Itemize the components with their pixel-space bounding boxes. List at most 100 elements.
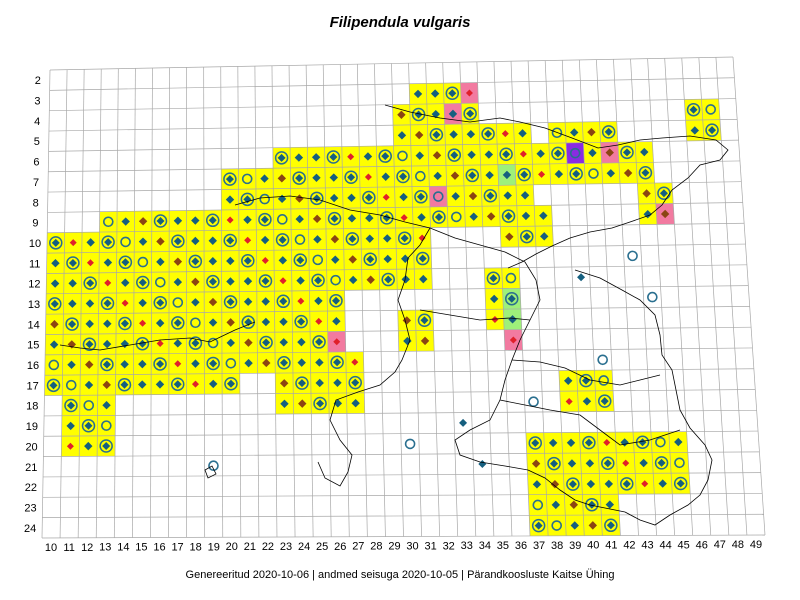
filled-diamond-icon <box>577 273 586 282</box>
filled-diamond-icon <box>315 317 323 325</box>
filled-diamond-icon <box>315 378 324 388</box>
hollow-circle-icon <box>83 400 95 411</box>
filled-diamond-icon <box>413 89 423 99</box>
grid-line <box>254 66 260 538</box>
filled-diamond-icon <box>312 214 322 224</box>
filled-diamond-icon <box>641 480 649 488</box>
diamond-in-circle-icon <box>223 172 237 186</box>
filled-diamond-icon <box>262 358 271 368</box>
filled-diamond-icon <box>690 126 700 135</box>
row-label: 21 <box>25 462 37 474</box>
diamond-in-circle-icon <box>414 190 428 204</box>
column-label: 47 <box>714 539 726 551</box>
filled-diamond-icon <box>209 379 218 389</box>
grid-line <box>476 61 495 537</box>
filled-diamond-icon <box>468 191 478 201</box>
row-label: 15 <box>27 340 39 352</box>
column-label: 28 <box>370 541 382 553</box>
map-title: Filipendula vulgaris <box>329 14 471 31</box>
grid-cells <box>44 82 722 536</box>
filled-diamond-icon <box>155 318 165 328</box>
filled-diamond-icon <box>674 437 683 447</box>
grid-cell <box>547 515 567 536</box>
grid-line <box>45 326 752 335</box>
filled-diamond-icon <box>640 147 649 157</box>
grid-line <box>459 62 477 537</box>
diamond-in-circle-icon <box>188 254 203 269</box>
grid-line <box>203 67 206 538</box>
grid-line <box>527 60 549 536</box>
hollow-circle-icon <box>597 354 608 366</box>
row-label: 8 <box>33 197 39 209</box>
hollow-circle-icon <box>588 168 599 179</box>
filled-diamond-icon <box>173 277 183 287</box>
filled-diamond-icon <box>538 170 546 178</box>
hollow-circle-icon <box>655 436 666 448</box>
grid-cell <box>429 186 448 207</box>
filled-diamond-icon <box>587 127 596 137</box>
filled-diamond-icon <box>588 148 597 158</box>
diamond-in-circle-icon <box>504 291 519 306</box>
filled-diamond-icon <box>485 170 494 180</box>
grid-cell <box>221 352 240 374</box>
filled-diamond-icon <box>566 438 576 447</box>
hollow-circle-icon <box>451 211 462 223</box>
filled-diamond-icon <box>155 380 165 389</box>
grid-line <box>442 62 459 537</box>
hollow-circle-icon <box>241 173 253 185</box>
filled-diamond-icon <box>658 479 667 488</box>
diamond-in-circle-icon <box>329 293 343 308</box>
filled-diamond-icon <box>606 169 616 178</box>
diamond-in-circle-icon <box>520 229 534 244</box>
filled-diamond-icon <box>120 360 129 369</box>
row-label: 20 <box>25 441 37 453</box>
grid-line <box>357 64 368 537</box>
grid-cell <box>308 249 327 271</box>
hollow-circle-icon <box>120 236 131 248</box>
diamond-in-circle-icon <box>313 396 327 411</box>
grid-line <box>408 63 422 537</box>
diamond-in-circle-icon <box>620 477 634 491</box>
filled-diamond-icon <box>383 234 392 243</box>
filled-diamond-icon <box>261 317 271 327</box>
grid-line <box>46 285 749 295</box>
island-small <box>204 465 217 479</box>
column-label: 34 <box>479 540 491 552</box>
diamond-in-circle-icon <box>136 275 150 290</box>
diamond-in-circle-icon <box>547 456 561 471</box>
diamond-in-circle-icon <box>295 376 309 390</box>
filled-diamond-icon <box>191 359 200 368</box>
row-label: 18 <box>26 401 38 413</box>
diamond-in-circle-icon <box>277 356 291 370</box>
filled-diamond-icon <box>569 500 579 509</box>
column-label: 49 <box>750 539 762 551</box>
filled-diamond-icon <box>50 320 59 329</box>
diamond-in-circle-icon <box>432 210 446 224</box>
column-label: 24 <box>298 541 310 553</box>
diamond-in-circle-icon <box>171 316 185 330</box>
filled-diamond-icon <box>156 340 164 348</box>
filled-diamond-icon <box>331 255 340 264</box>
hollow-circle-icon <box>48 359 60 371</box>
hollow-circle-icon <box>627 250 638 262</box>
grid-cell <box>62 374 81 396</box>
diamond-in-circle-icon <box>345 232 360 246</box>
diamond-in-circle-icon <box>417 313 432 328</box>
grid-line <box>596 59 621 536</box>
grid-cell <box>594 370 614 391</box>
grid-line <box>698 57 730 536</box>
border-inner-b <box>511 359 661 386</box>
diamond-in-circle-icon <box>292 171 306 185</box>
grid-line <box>391 63 404 537</box>
diamond-in-circle-icon <box>118 316 132 331</box>
filled-diamond-icon <box>550 480 560 489</box>
grid-line <box>43 451 760 457</box>
diamond-in-circle-icon <box>654 456 669 470</box>
filled-diamond-icon <box>102 401 111 410</box>
filled-diamond-icon <box>520 191 530 200</box>
filled-diamond-icon <box>297 337 306 347</box>
filled-diamond-icon <box>586 479 596 489</box>
filled-diamond-icon <box>51 258 60 268</box>
filled-diamond-icon <box>121 299 129 307</box>
column-label: 22 <box>262 541 274 553</box>
